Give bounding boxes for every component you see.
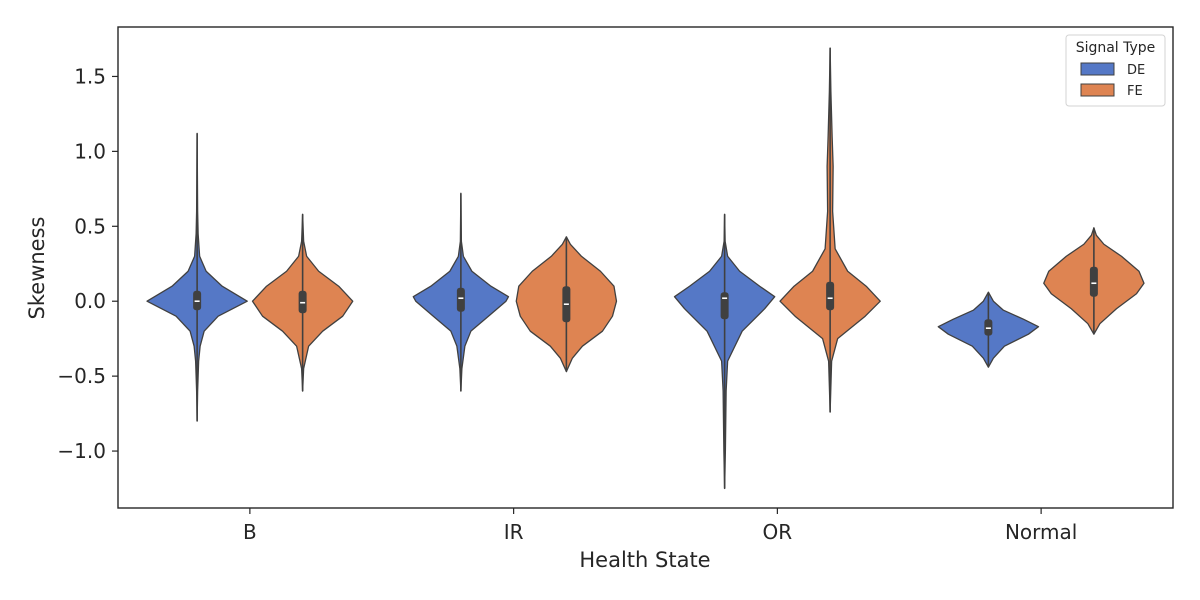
- y-tick-label: 1.5: [74, 64, 106, 88]
- violin-group: [146, 47, 1145, 490]
- y-axis-ticks: −1.0 −0.5 0.0 0.5 1.0 1.5: [57, 64, 118, 463]
- x-axis-ticks: B IR OR Normal: [243, 508, 1077, 544]
- y-tick-label: 0.0: [74, 289, 106, 313]
- legend-entries: DE FE: [1080, 62, 1145, 99]
- y-tick-label: −0.5: [57, 364, 106, 388]
- y-axis-label: Skewness: [25, 217, 49, 320]
- legend-title: Signal Type: [1076, 40, 1156, 56]
- x-tick-label: B: [243, 520, 257, 544]
- legend: Signal Type DE FE: [1065, 34, 1166, 107]
- legend-swatch-fe: [1080, 83, 1115, 97]
- y-tick-label: −1.0: [57, 439, 106, 463]
- violin-or-de-iqr-box: [720, 292, 729, 320]
- legend-label-de: DE: [1127, 63, 1145, 78]
- x-tick-label: OR: [763, 520, 793, 544]
- x-tick-label: IR: [504, 520, 524, 544]
- violin-normal-fe-iqr-box: [1089, 266, 1098, 297]
- violin-or-fe-iqr-box: [826, 281, 835, 311]
- x-tick-label: Normal: [1005, 520, 1077, 544]
- legend-swatch-de: [1080, 62, 1115, 76]
- y-tick-label: 0.5: [74, 214, 106, 238]
- y-tick-label: 1.0: [74, 139, 106, 163]
- x-axis-label: Health State: [579, 548, 710, 572]
- plot-frame: [117, 26, 1174, 509]
- violin-ir-de-iqr-box: [456, 287, 465, 312]
- legend-label-fe: FE: [1127, 84, 1143, 99]
